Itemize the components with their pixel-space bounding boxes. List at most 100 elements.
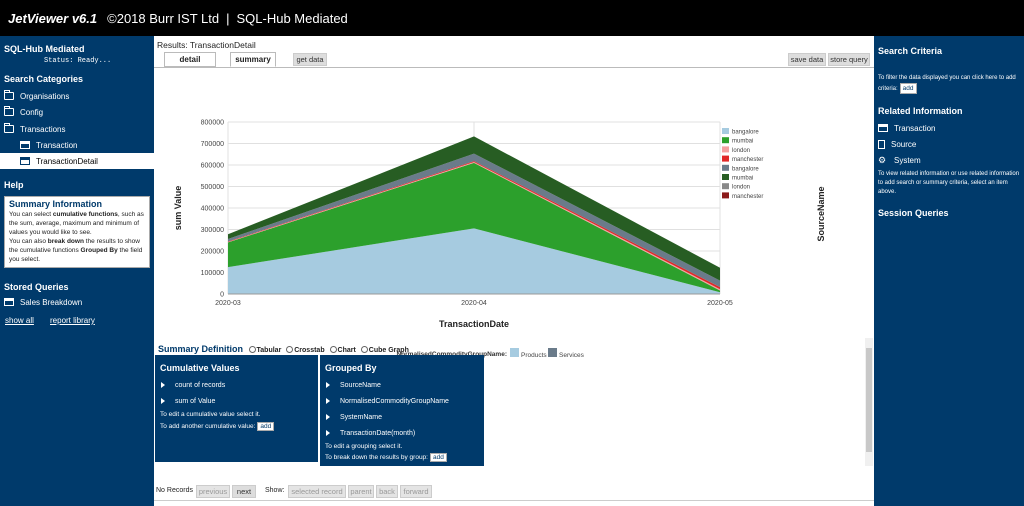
sidebar-item-transaction[interactable]: Transaction bbox=[0, 137, 154, 153]
hub-title: SQL-Hub Mediated bbox=[236, 10, 348, 26]
legend-label: manchester bbox=[732, 157, 763, 163]
radio-crosstab[interactable] bbox=[286, 346, 294, 353]
cumulative-values-panel: Cumulative Values count of records sum o… bbox=[155, 355, 318, 462]
expand-triangle-icon bbox=[326, 398, 330, 404]
legend-title-sourcename: SourceName bbox=[816, 186, 826, 241]
y-tick-label: 0 bbox=[220, 292, 224, 299]
radio-label: Tabular bbox=[256, 347, 282, 354]
grouped-item-label: SystemName bbox=[340, 413, 383, 421]
legend-label: london bbox=[732, 148, 750, 154]
y-axis-label: sum Value bbox=[173, 186, 183, 231]
sidebar-item-config[interactable]: Config bbox=[4, 104, 154, 120]
grouped-item-label: TransactionDate(month) bbox=[340, 429, 416, 437]
grouped-item-label: NormalisedCommodityGroupName bbox=[340, 397, 449, 405]
add-criteria-button[interactable]: add bbox=[899, 83, 917, 94]
store-query-button[interactable]: store query bbox=[828, 53, 870, 66]
folder-icon bbox=[4, 106, 14, 116]
help-paragraph-2: You can also break down the results to s… bbox=[9, 238, 143, 263]
add-cumulative-button[interactable]: add bbox=[257, 422, 275, 431]
color-legend-label: NormalisedCommodityGroupName: bbox=[396, 351, 507, 358]
cumulative-item-label: sum of Value bbox=[175, 397, 216, 405]
area-series-products-bangalore bbox=[228, 228, 720, 294]
report-library-link[interactable]: report library bbox=[50, 316, 95, 325]
grouped-help-2: To break down the results by group: add bbox=[320, 452, 484, 463]
x-axis-label: TransactionDate bbox=[439, 319, 509, 329]
cumulative-item-sum[interactable]: sum of Value bbox=[155, 393, 318, 409]
chart-areas bbox=[228, 136, 720, 294]
legend-swatch bbox=[722, 192, 729, 199]
help-heading: Help bbox=[4, 180, 24, 190]
previous-button[interactable]: previous bbox=[196, 485, 230, 498]
add-grouping-button[interactable]: add bbox=[429, 453, 447, 462]
filter-text: To filter the data displayed you can cli… bbox=[878, 75, 1016, 94]
selected-record-button[interactable]: selected record bbox=[288, 485, 346, 498]
cumulative-help-1: To edit a cumulative value select it. bbox=[160, 411, 261, 418]
sidebar-item-label: Transaction bbox=[36, 140, 78, 150]
expand-triangle-icon bbox=[161, 382, 165, 388]
grouped-item-systemname[interactable]: SystemName bbox=[320, 409, 484, 425]
tab-summary[interactable]: summary bbox=[230, 52, 276, 67]
folder-icon bbox=[4, 90, 14, 100]
grouped-item-transactiondate[interactable]: TransactionDate(month) bbox=[320, 425, 484, 441]
show-all-link[interactable]: show all bbox=[5, 316, 34, 325]
forward-button[interactable]: forward bbox=[400, 485, 432, 498]
sidebar-item-label: Organisations bbox=[20, 91, 70, 101]
related-item-system[interactable]: ⚙ System bbox=[878, 152, 1020, 168]
y-tick-label: 800000 bbox=[201, 120, 224, 127]
status-text: Status: Ready... bbox=[44, 57, 112, 65]
back-button[interactable]: back bbox=[376, 485, 398, 498]
y-tick-label: 400000 bbox=[201, 206, 224, 213]
related-item-transaction[interactable]: Transaction bbox=[878, 120, 1020, 136]
save-data-button[interactable]: save data bbox=[788, 53, 826, 66]
color-legend-name: Services bbox=[559, 352, 585, 359]
expand-triangle-icon bbox=[326, 382, 330, 388]
grouped-item-commoditygroup[interactable]: NormalisedCommodityGroupName bbox=[320, 393, 484, 409]
footer-divider bbox=[154, 500, 874, 501]
no-records-text: No Records bbox=[156, 487, 193, 494]
table-icon bbox=[4, 298, 14, 306]
folder-open-icon bbox=[4, 123, 14, 133]
related-item-source[interactable]: Source bbox=[878, 136, 1020, 152]
stored-query-sales-breakdown[interactable]: Sales Breakdown bbox=[4, 294, 154, 310]
x-tick-label: 2020-03 bbox=[215, 300, 241, 307]
cumulative-values-title: Cumulative Values bbox=[160, 363, 240, 373]
parent-button[interactable]: parent bbox=[348, 485, 374, 498]
legend-label: bangalore bbox=[732, 130, 759, 136]
sidebar-item-organisations[interactable]: Organisations bbox=[4, 88, 154, 104]
results-title: Results: TransactionDetail bbox=[157, 40, 256, 50]
table-icon bbox=[20, 157, 30, 165]
y-tick-label: 300000 bbox=[201, 227, 224, 234]
right-sidebar: Search Criteria To filter the data displ… bbox=[874, 36, 1024, 506]
app-title: JetViewer v6.1 bbox=[8, 10, 98, 26]
radio-tabular[interactable] bbox=[248, 346, 256, 353]
related-item-label: Transaction bbox=[894, 123, 936, 133]
grouped-by-title: Grouped By bbox=[325, 363, 377, 373]
tab-detail[interactable]: detail bbox=[164, 52, 216, 67]
related-item-label: System bbox=[894, 155, 921, 165]
radio-label: Chart bbox=[337, 347, 356, 354]
x-tick-label: 2020-05 bbox=[707, 300, 733, 307]
cumulative-item-count[interactable]: count of records bbox=[155, 377, 318, 393]
get-data-button[interactable]: get data bbox=[293, 53, 327, 66]
cumulative-item-label: count of records bbox=[175, 381, 226, 389]
scrollbar[interactable] bbox=[865, 338, 873, 466]
legend-swatch bbox=[722, 174, 729, 180]
radio-cube-graph[interactable] bbox=[360, 346, 368, 353]
sidebar-item-transactiondetail[interactable]: TransactionDetail bbox=[0, 153, 154, 169]
tab-divider bbox=[154, 67, 874, 68]
related-help-text: To view related information or use relat… bbox=[878, 171, 1020, 195]
legend-swatch bbox=[722, 137, 729, 144]
y-tick-label: 600000 bbox=[201, 163, 224, 170]
legend-label: london bbox=[732, 185, 750, 191]
expand-triangle-icon bbox=[326, 414, 330, 420]
sidebar-item-transactions[interactable]: Transactions bbox=[4, 121, 154, 137]
scrollbar-thumb[interactable] bbox=[866, 348, 872, 452]
sidebar-item-label: Transactions bbox=[20, 124, 66, 134]
hub-name: SQL-Hub Mediated bbox=[4, 44, 85, 54]
next-button[interactable]: next bbox=[232, 485, 256, 498]
legend-swatch bbox=[722, 164, 729, 171]
cumulative-help-2: To add another cumulative value: add bbox=[155, 420, 318, 433]
radio-chart[interactable] bbox=[329, 346, 337, 353]
y-tick-label: 200000 bbox=[201, 249, 224, 256]
grouped-item-sourcename[interactable]: SourceName bbox=[320, 377, 484, 393]
